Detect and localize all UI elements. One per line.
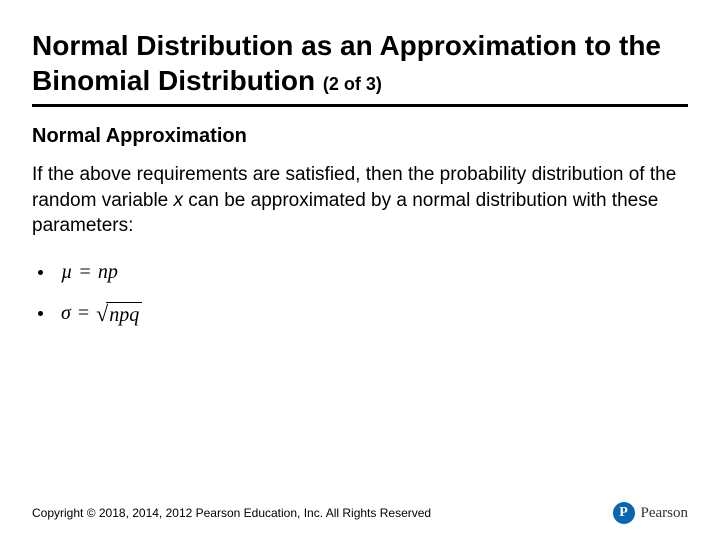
pearson-logo-text: Pearson	[641, 505, 689, 522]
list-item: µ = np	[38, 261, 688, 284]
parameter-list: µ = np σ = √ npq	[32, 261, 688, 325]
title-pagination: (2 of 3)	[323, 74, 382, 94]
equals-sign: =	[74, 302, 93, 325]
slide: Normal Distribution as an Approximation …	[0, 0, 720, 540]
formula-mu: µ = np	[61, 261, 118, 284]
bullet-dot	[38, 270, 43, 275]
mu-rhs: np	[98, 261, 118, 284]
body-variable-x: x	[174, 190, 184, 211]
equals-sign: =	[76, 261, 95, 284]
radicand: npq	[106, 302, 142, 325]
square-root: √ npq	[96, 302, 142, 325]
formula-sigma: σ = √ npq	[61, 302, 142, 325]
list-item: σ = √ npq	[38, 302, 688, 325]
bullet-dot	[38, 311, 43, 316]
subheading: Normal Approximation	[32, 125, 688, 148]
body-paragraph: If the above requirements are satisfied,…	[32, 162, 688, 239]
copyright-text: Copyright © 2018, 2014, 2012 Pearson Edu…	[32, 506, 431, 520]
slide-title: Normal Distribution as an Approximation …	[32, 28, 688, 107]
pearson-logo: P Pearson	[613, 502, 689, 524]
pearson-logo-mark: P	[613, 502, 635, 524]
sigma-symbol: σ	[61, 302, 71, 325]
footer: Copyright © 2018, 2014, 2012 Pearson Edu…	[32, 502, 688, 524]
mu-symbol: µ	[61, 261, 73, 284]
